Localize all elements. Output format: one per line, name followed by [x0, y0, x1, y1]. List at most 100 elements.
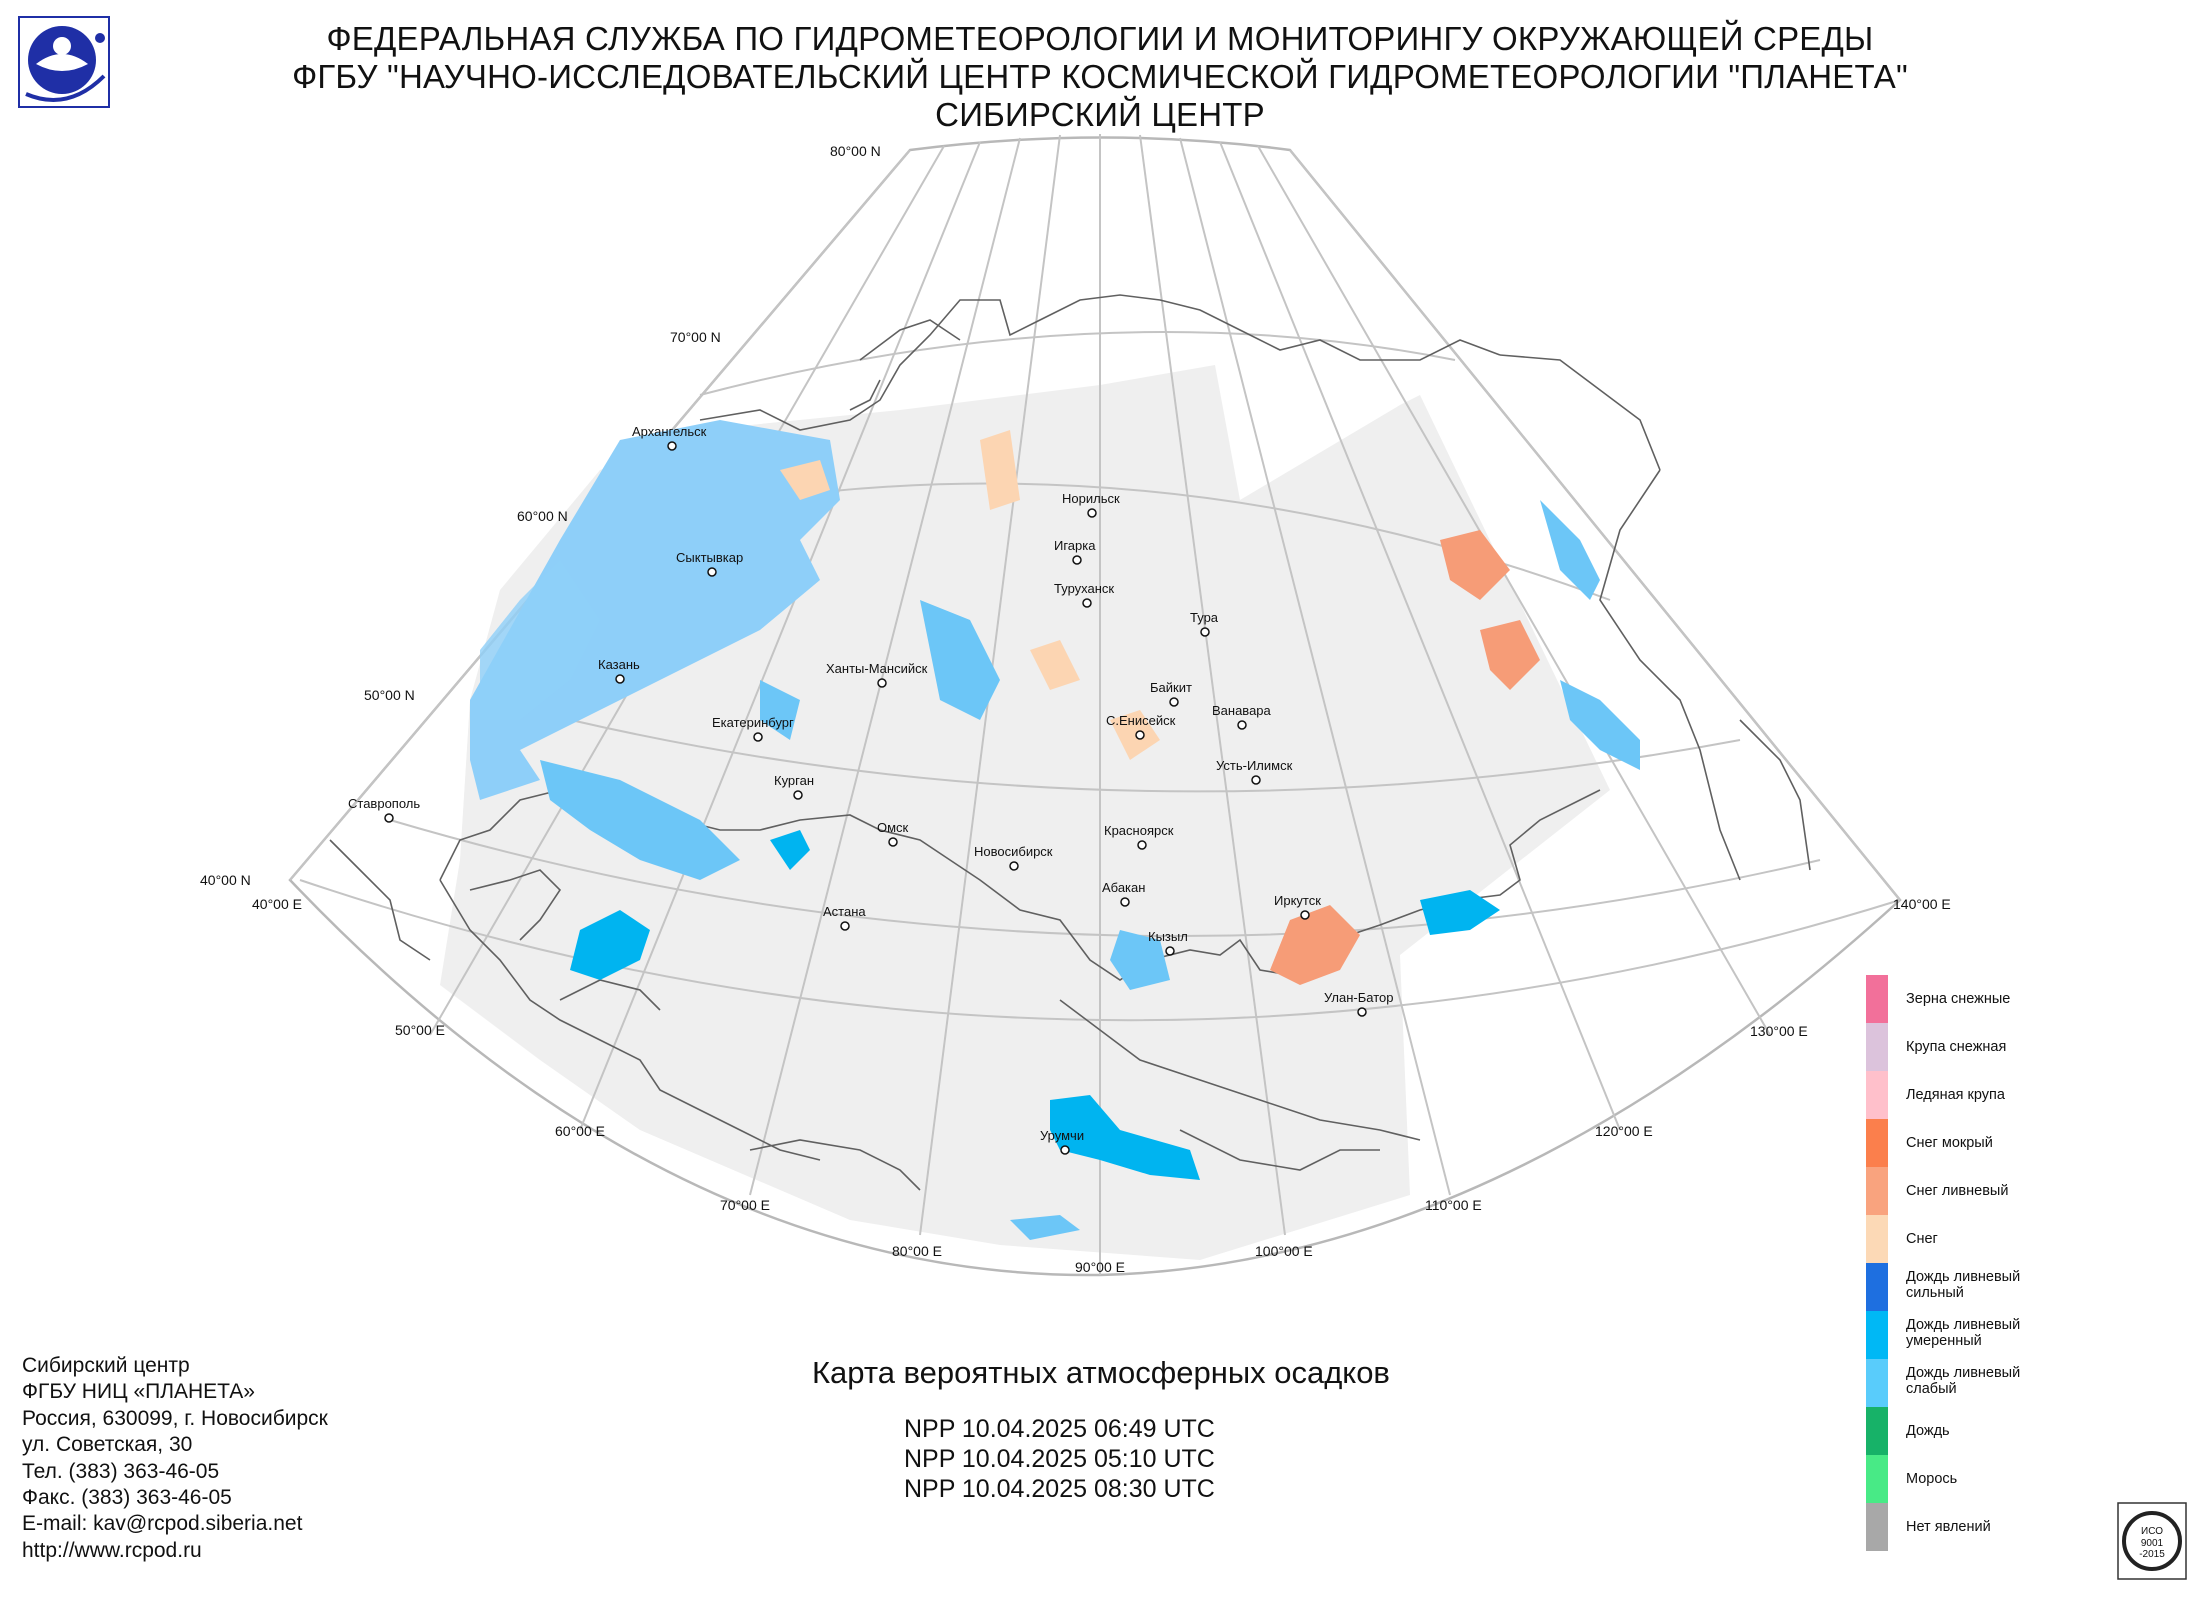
- legend-label: Дождь ливневый умеренный: [1906, 1317, 2021, 1349]
- city-omsk: Омск: [877, 820, 909, 847]
- lon-80-label: 80°00 E: [892, 1243, 942, 1259]
- legend-swatch: [1866, 1359, 1888, 1407]
- contact-phone: Тел. (383) 363-46-05: [22, 1459, 220, 1483]
- legend-item-drizzle: Морось: [1866, 1455, 2186, 1503]
- pass-line: NPP 10.04.2025 06:49 UTC: [904, 1415, 1215, 1443]
- svg-text:Красноярск: Красноярск: [1104, 823, 1174, 838]
- precip-snow: [780, 430, 1160, 760]
- svg-text:Архангельск: Архангельск: [632, 424, 707, 439]
- pass-line: NPP 10.04.2025 08:30 UTC: [904, 1475, 1215, 1503]
- legend-item-shower-rain-moderate: Дождь ливневый умеренный: [1866, 1311, 2186, 1359]
- precip-shower-light: [470, 420, 840, 800]
- svg-text:Новосибирск: Новосибирск: [974, 844, 1053, 859]
- lat-40-label: 40°00 N: [200, 872, 251, 888]
- city-ust-ilimsk: Усть-Илимск: [1216, 758, 1293, 785]
- svg-text:Норильск: Норильск: [1062, 491, 1120, 506]
- legend-swatch: [1866, 1503, 1888, 1551]
- svg-text:Астана: Астана: [823, 904, 866, 919]
- svg-text:Ставрополь: Ставрополь: [348, 796, 420, 811]
- legend-label: Дождь: [1906, 1423, 1950, 1439]
- legend-swatch: [1866, 975, 1888, 1023]
- svg-text:Курган: Курган: [774, 773, 814, 788]
- city-ekaterinburg: Екатеринбург: [712, 715, 794, 742]
- legend-label: Крупа снежная: [1906, 1039, 2007, 1055]
- lon-100-label: 100°00 E: [1255, 1243, 1313, 1259]
- svg-text:Байкит: Байкит: [1150, 680, 1192, 695]
- legend-swatch: [1866, 1407, 1888, 1455]
- header-line-3: СИБИРСКИЙ ЦЕНТР: [935, 96, 1265, 133]
- cities: Архангельск Сыктывкар Казань Ставрополь …: [348, 424, 1393, 1155]
- svg-text:Урумчи: Урумчи: [1040, 1128, 1084, 1143]
- city-astana: Астана: [823, 904, 866, 931]
- city-stavropol: Ставрополь: [348, 796, 420, 823]
- city-turukhansk: Туруханск: [1054, 581, 1114, 608]
- svg-text:Туруханск: Туруханск: [1054, 581, 1114, 596]
- legend-swatch: [1866, 1215, 1888, 1263]
- lon-50-label: 50°00 E: [395, 1022, 445, 1038]
- lat-50-label: 50°00 N: [364, 687, 415, 703]
- header-line-2: ФГБУ "НАУЧНО-ИССЛЕДОВАТЕЛЬСКИЙ ЦЕНТР КОС…: [292, 58, 1908, 95]
- lon-90-label: 90°00 E: [1075, 1259, 1125, 1275]
- svg-text:Ванавара: Ванавара: [1212, 703, 1272, 718]
- legend-label: Дождь ливневый слабый: [1906, 1365, 2021, 1397]
- legend-swatch: [1866, 1263, 1888, 1311]
- contact-info: Сибирский центр ФГБУ НИЦ «ПЛАНЕТА» Росси…: [22, 1353, 328, 1564]
- legend-label: Дождь ливневый сильный: [1906, 1269, 2021, 1301]
- legend-label: Ледяная крупа: [1906, 1087, 2005, 1103]
- city-khanty-mansiysk: Ханты-Мансийск: [826, 661, 928, 688]
- city-ulan-bator: Улан-Батор: [1324, 990, 1393, 1017]
- svg-text:Усть-Илимск: Усть-Илимск: [1216, 758, 1293, 773]
- legend-label: Морось: [1906, 1471, 1958, 1487]
- svg-text:Омск: Омск: [877, 820, 909, 835]
- city-kazan: Казань: [598, 657, 640, 684]
- contact-website[interactable]: http://www.rcpod.ru: [22, 1538, 202, 1562]
- legend-label: Снег ливневый: [1906, 1183, 2009, 1199]
- city-vanavara: Ванавара: [1212, 703, 1272, 730]
- city-syktyvkar: Сыктывкар: [676, 550, 743, 577]
- contact-line: ФГБУ НИЦ «ПЛАНЕТА»: [22, 1380, 255, 1404]
- map-frame: [288, 136, 1902, 1277]
- legend-label: Зерна снежные: [1906, 991, 2011, 1007]
- precip-shower-snow: [1270, 530, 1540, 985]
- svg-text:Абакан: Абакан: [1102, 880, 1145, 895]
- lat-60-label: 60°00 N: [517, 508, 568, 524]
- legend-item-wet-snow: Снег мокрый: [1866, 1119, 2186, 1167]
- city-urumqi: Урумчи: [1040, 1128, 1084, 1155]
- iso-certification-logo: ИСО 9001 -2015: [2117, 1502, 2187, 1580]
- svg-text:Казань: Казань: [598, 657, 640, 672]
- contact-line: Сибирский центр: [22, 1354, 190, 1377]
- city-kurgan: Курган: [774, 773, 814, 800]
- satellite-passes: NPP 10.04.2025 06:49 UTC NPP 10.04.2025 …: [904, 1414, 1215, 1504]
- pass-line: NPP 10.04.2025 05:10 UTC: [904, 1445, 1215, 1473]
- city-baikit: Байкит: [1150, 680, 1192, 707]
- city-abakan: Абакан: [1102, 880, 1145, 907]
- lon-70-label: 70°00 E: [720, 1197, 770, 1213]
- svg-text:Сыктывкар: Сыктывкар: [676, 550, 743, 565]
- precip-shower-light-scattered: [540, 500, 1640, 1240]
- legend-item-snow: Снег: [1866, 1215, 2186, 1263]
- meridians: [289, 134, 1901, 1275]
- city-kyzyl: Кызыл: [1148, 929, 1188, 956]
- city-igarka: Игарка: [1054, 538, 1096, 565]
- city-s-eniseysk: С.Енисейск: [1106, 713, 1176, 740]
- lon-40-label: 40°00 E: [252, 896, 302, 912]
- header-line-1: ФЕДЕРАЛЬНАЯ СЛУЖБА ПО ГИДРОМЕТЕОРОЛОГИИ …: [326, 20, 1874, 57]
- contact-email[interactable]: E-mail: kav@rcpod.siberia.net: [22, 1512, 303, 1536]
- planeta-logo: [18, 16, 110, 108]
- svg-text:Улан-Батор: Улан-Батор: [1324, 990, 1393, 1005]
- svg-text:Ханты-Мансийск: Ханты-Мансийск: [826, 661, 928, 676]
- legend-item-shower-rain-heavy: Дождь ливневый сильный: [1866, 1263, 2186, 1311]
- contact-line: Россия, 630099, г. Новосибирск: [22, 1406, 328, 1430]
- cert-text: ИСО: [2141, 1526, 2163, 1537]
- map-title: Карта вероятных атмосферных осадков: [812, 1355, 1390, 1390]
- legend-label: Снег: [1906, 1231, 1938, 1247]
- svg-text:Тура: Тура: [1190, 610, 1219, 625]
- city-novosibirsk: Новосибирск: [974, 844, 1053, 871]
- lon-130-label: 130°00 E: [1750, 1023, 1808, 1039]
- legend-swatch: [1866, 1311, 1888, 1359]
- legend-swatch: [1866, 1023, 1888, 1071]
- lon-140-label: 140°00 E: [1893, 896, 1951, 912]
- svg-text:Иркутск: Иркутск: [1274, 893, 1321, 908]
- lat-80-label: 80°00 N: [830, 143, 881, 159]
